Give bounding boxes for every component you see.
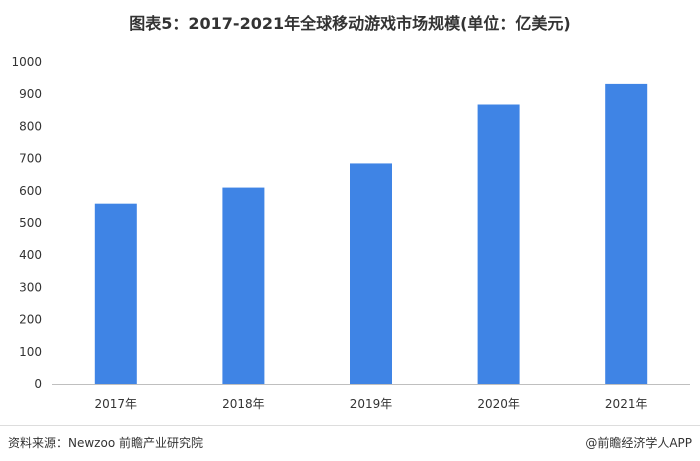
x-axis-ticks: 2017年 2018年 2019年 2020年 2021年 [95, 397, 648, 411]
y-tick-label: 800 [19, 119, 42, 133]
bar [605, 83, 648, 384]
y-tick-label: 400 [19, 248, 42, 262]
x-tick-label: 2017年 [95, 397, 138, 411]
brand-label: @前瞻经济学人APP [585, 436, 692, 450]
bar [222, 187, 265, 384]
bar [477, 104, 520, 384]
x-tick-label: 2021年 [605, 397, 648, 411]
y-axis-ticks: 0 100 200 300 400 500 600 700 800 900 1000 [11, 55, 42, 391]
y-tick-label: 700 [19, 152, 42, 166]
y-tick-label: 600 [19, 184, 42, 198]
y-tick-label: 200 [19, 313, 42, 327]
x-tick-label: 2018年 [222, 397, 265, 411]
y-tick-label: 0 [34, 377, 42, 391]
y-tick-label: 1000 [11, 55, 42, 69]
bar-series [94, 83, 648, 384]
bar [350, 163, 392, 384]
y-tick-label: 100 [19, 345, 42, 359]
x-tick-label: 2020年 [477, 397, 520, 411]
bar [94, 203, 137, 384]
source-note: 资料来源：Newzoo 前瞻产业研究院 [8, 436, 203, 450]
chart-title: 图表5：2017-2021年全球移动游戏市场规模(单位：亿美元) [129, 14, 571, 33]
y-tick-label: 300 [19, 280, 42, 294]
y-tick-label: 500 [19, 216, 42, 230]
footer-divider [0, 425, 700, 426]
x-tick-label: 2019年 [350, 397, 393, 411]
y-tick-label: 900 [19, 87, 42, 101]
